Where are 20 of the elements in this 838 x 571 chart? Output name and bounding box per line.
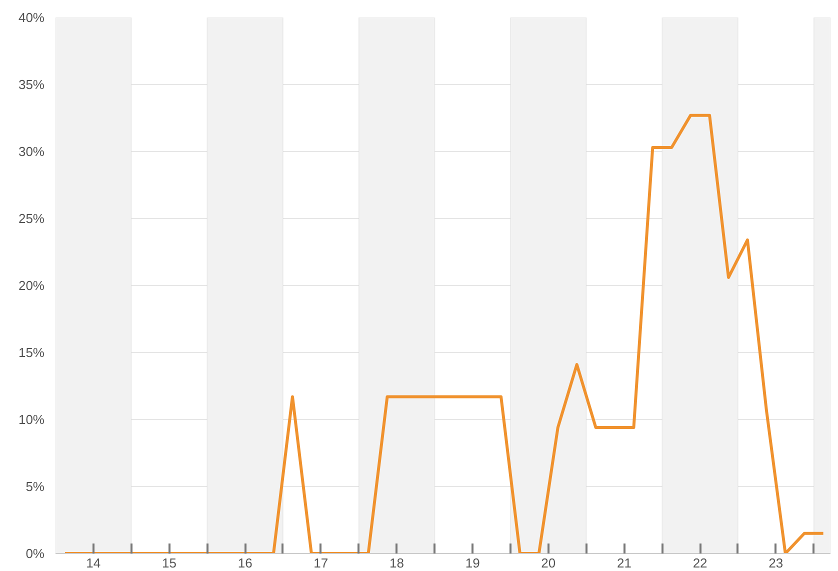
y-tick-label: 25%: [18, 211, 45, 226]
x-tick-label: 20: [541, 556, 556, 570]
y-tick-label: 20%: [18, 278, 45, 293]
x-tick-label: 19: [465, 556, 480, 570]
y-tick-label: 35%: [18, 77, 45, 92]
x-tick-label: 15: [162, 556, 176, 570]
y-tick-label: 5%: [26, 479, 45, 494]
x-tick-label: 21: [617, 556, 632, 570]
y-tick-label: 0%: [26, 546, 45, 561]
x-tick-label: 18: [390, 556, 404, 570]
y-tick-label: 15%: [18, 345, 45, 360]
y-tick-label: 40%: [18, 10, 45, 25]
x-tick-label: 17: [314, 556, 328, 570]
x-tick-label: 22: [692, 556, 708, 570]
line-series: [63, 114, 825, 554]
x-tick-label: 14: [86, 556, 101, 570]
x-tick-label: 23: [768, 556, 784, 570]
y-tick-label: 30%: [18, 144, 45, 159]
x-tick-label: 16: [238, 556, 252, 570]
y-tick-label: 10%: [18, 412, 45, 427]
